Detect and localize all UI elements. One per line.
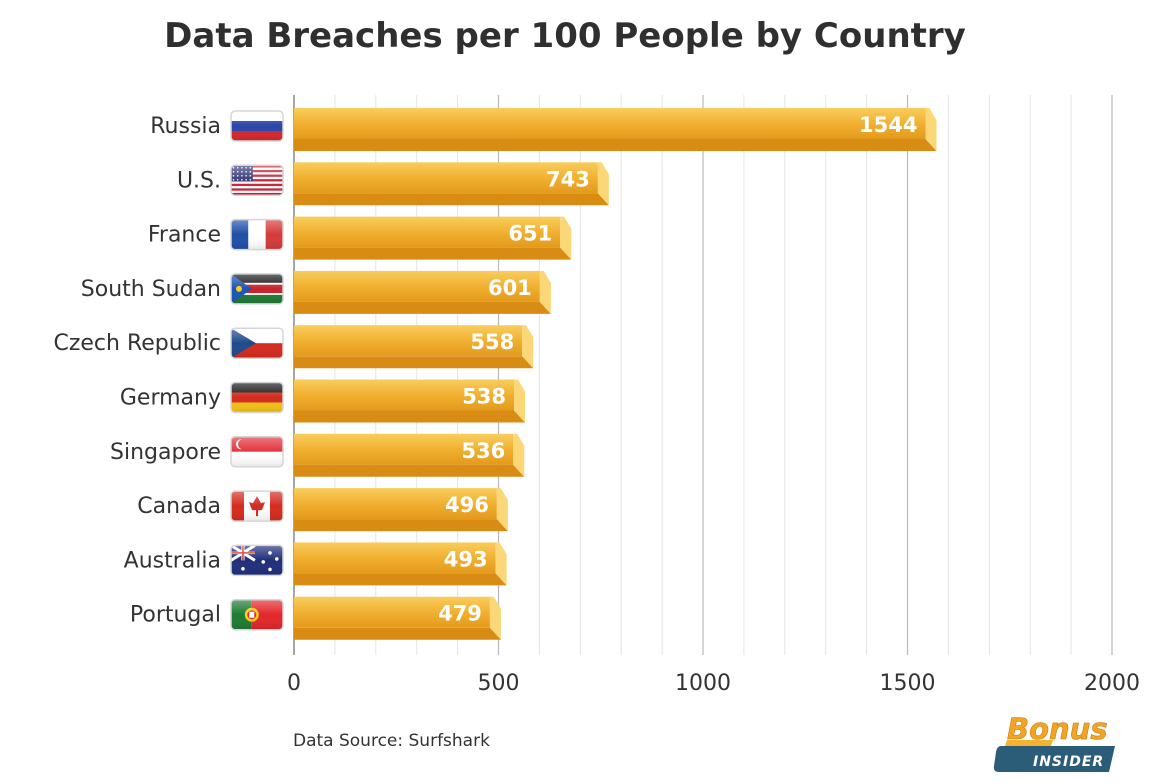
bar-front-face [294,216,561,248]
bar-bottom-face [294,301,551,314]
bar-end-cap [560,216,572,260]
category-label: Portugal [130,603,221,628]
bar [294,379,526,423]
source-note: Data Source: Surfshark [293,731,490,751]
value-label: 493 [444,547,488,571]
bar-front-face [294,379,515,411]
portugal-flag-icon [230,598,284,631]
south-sudan-flag-icon [230,273,284,305]
logo-sub-text: INSIDER [1033,754,1104,770]
bar-end-cap [495,542,507,586]
bar-bottom-face [294,356,534,369]
france-flag-icon [230,218,284,251]
category-label: U.S. [177,168,221,193]
bars [294,108,937,640]
bonus-insider-logo: Bonus INSIDER [993,712,1115,772]
value-label: 538 [462,385,506,409]
singapore-flag-icon [230,436,284,468]
bar-bottom-face [294,139,937,151]
bar-end-cap [496,488,508,532]
value-label: 536 [461,439,505,463]
bar-bottom-face [294,410,526,423]
bar-front-face [294,542,496,574]
logo-brand-text: Bonus [1007,712,1108,746]
bar-bottom-face [294,573,507,586]
bar-front-face [294,108,926,139]
bar-bottom-face [294,464,525,477]
x-tick-label: 2000 [1084,671,1140,696]
bar [294,162,609,206]
category-label: Australia [124,548,221,573]
bar-end-cap [597,162,609,206]
bar-bottom-face [294,627,501,640]
bar [294,433,525,477]
bar [294,270,551,314]
value-label: 601 [488,276,532,300]
category-label: Russia [150,114,221,139]
bar-bottom-face [294,519,508,532]
bar-end-cap [513,433,525,477]
bar-end-cap [522,325,534,369]
category-labels: 1544 Russia 743 U.S. 651 France 601 South Sudan… [53,113,917,628]
value-label: 651 [508,222,552,246]
australia-flag-icon [230,544,284,577]
category-label: Germany [120,386,221,411]
bar-end-cap [539,270,551,314]
flags [230,110,284,631]
bar-bottom-face [294,193,609,206]
bar-end-cap [489,596,501,640]
canada-flag-icon [230,490,284,522]
category-label: Czech Republic [53,331,221,356]
bar [294,108,937,151]
category-label: Singapore [110,440,221,465]
value-label: 479 [438,602,482,626]
bar-end-cap [514,379,526,423]
x-tick-label: 0 [287,671,301,696]
bar [294,325,534,369]
bar-front-face [294,162,598,194]
bar [294,216,572,260]
x-tick-label: 500 [478,671,520,696]
value-label: 743 [546,167,590,191]
us-flag-icon [230,164,284,197]
bar [294,596,501,640]
russia-flag-icon [230,110,284,142]
chart-title: Data Breaches per 100 People by Country [164,16,966,56]
bar-front-face [294,433,514,465]
value-label: 1544 [859,113,917,137]
germany-flag-icon [230,381,284,414]
category-label: Canada [137,494,221,519]
value-label: 558 [470,330,514,354]
czech-republic-flag-icon [230,327,284,359]
bar-bottom-face [294,247,572,260]
bar-front-face [294,270,540,302]
value-label: 496 [445,493,489,517]
x-axis-ticks: 0 500 1000 1500 2000 [287,671,1140,696]
bar [294,488,508,532]
bar-front-face [294,325,523,357]
category-label: France [148,223,221,248]
x-tick-label: 1500 [880,671,936,696]
x-tick-label: 1000 [675,671,731,696]
bar-end-cap [925,108,937,151]
bar-front-face [294,596,490,628]
category-label: South Sudan [81,277,221,302]
bar-front-face [294,488,497,520]
bar [294,542,507,586]
